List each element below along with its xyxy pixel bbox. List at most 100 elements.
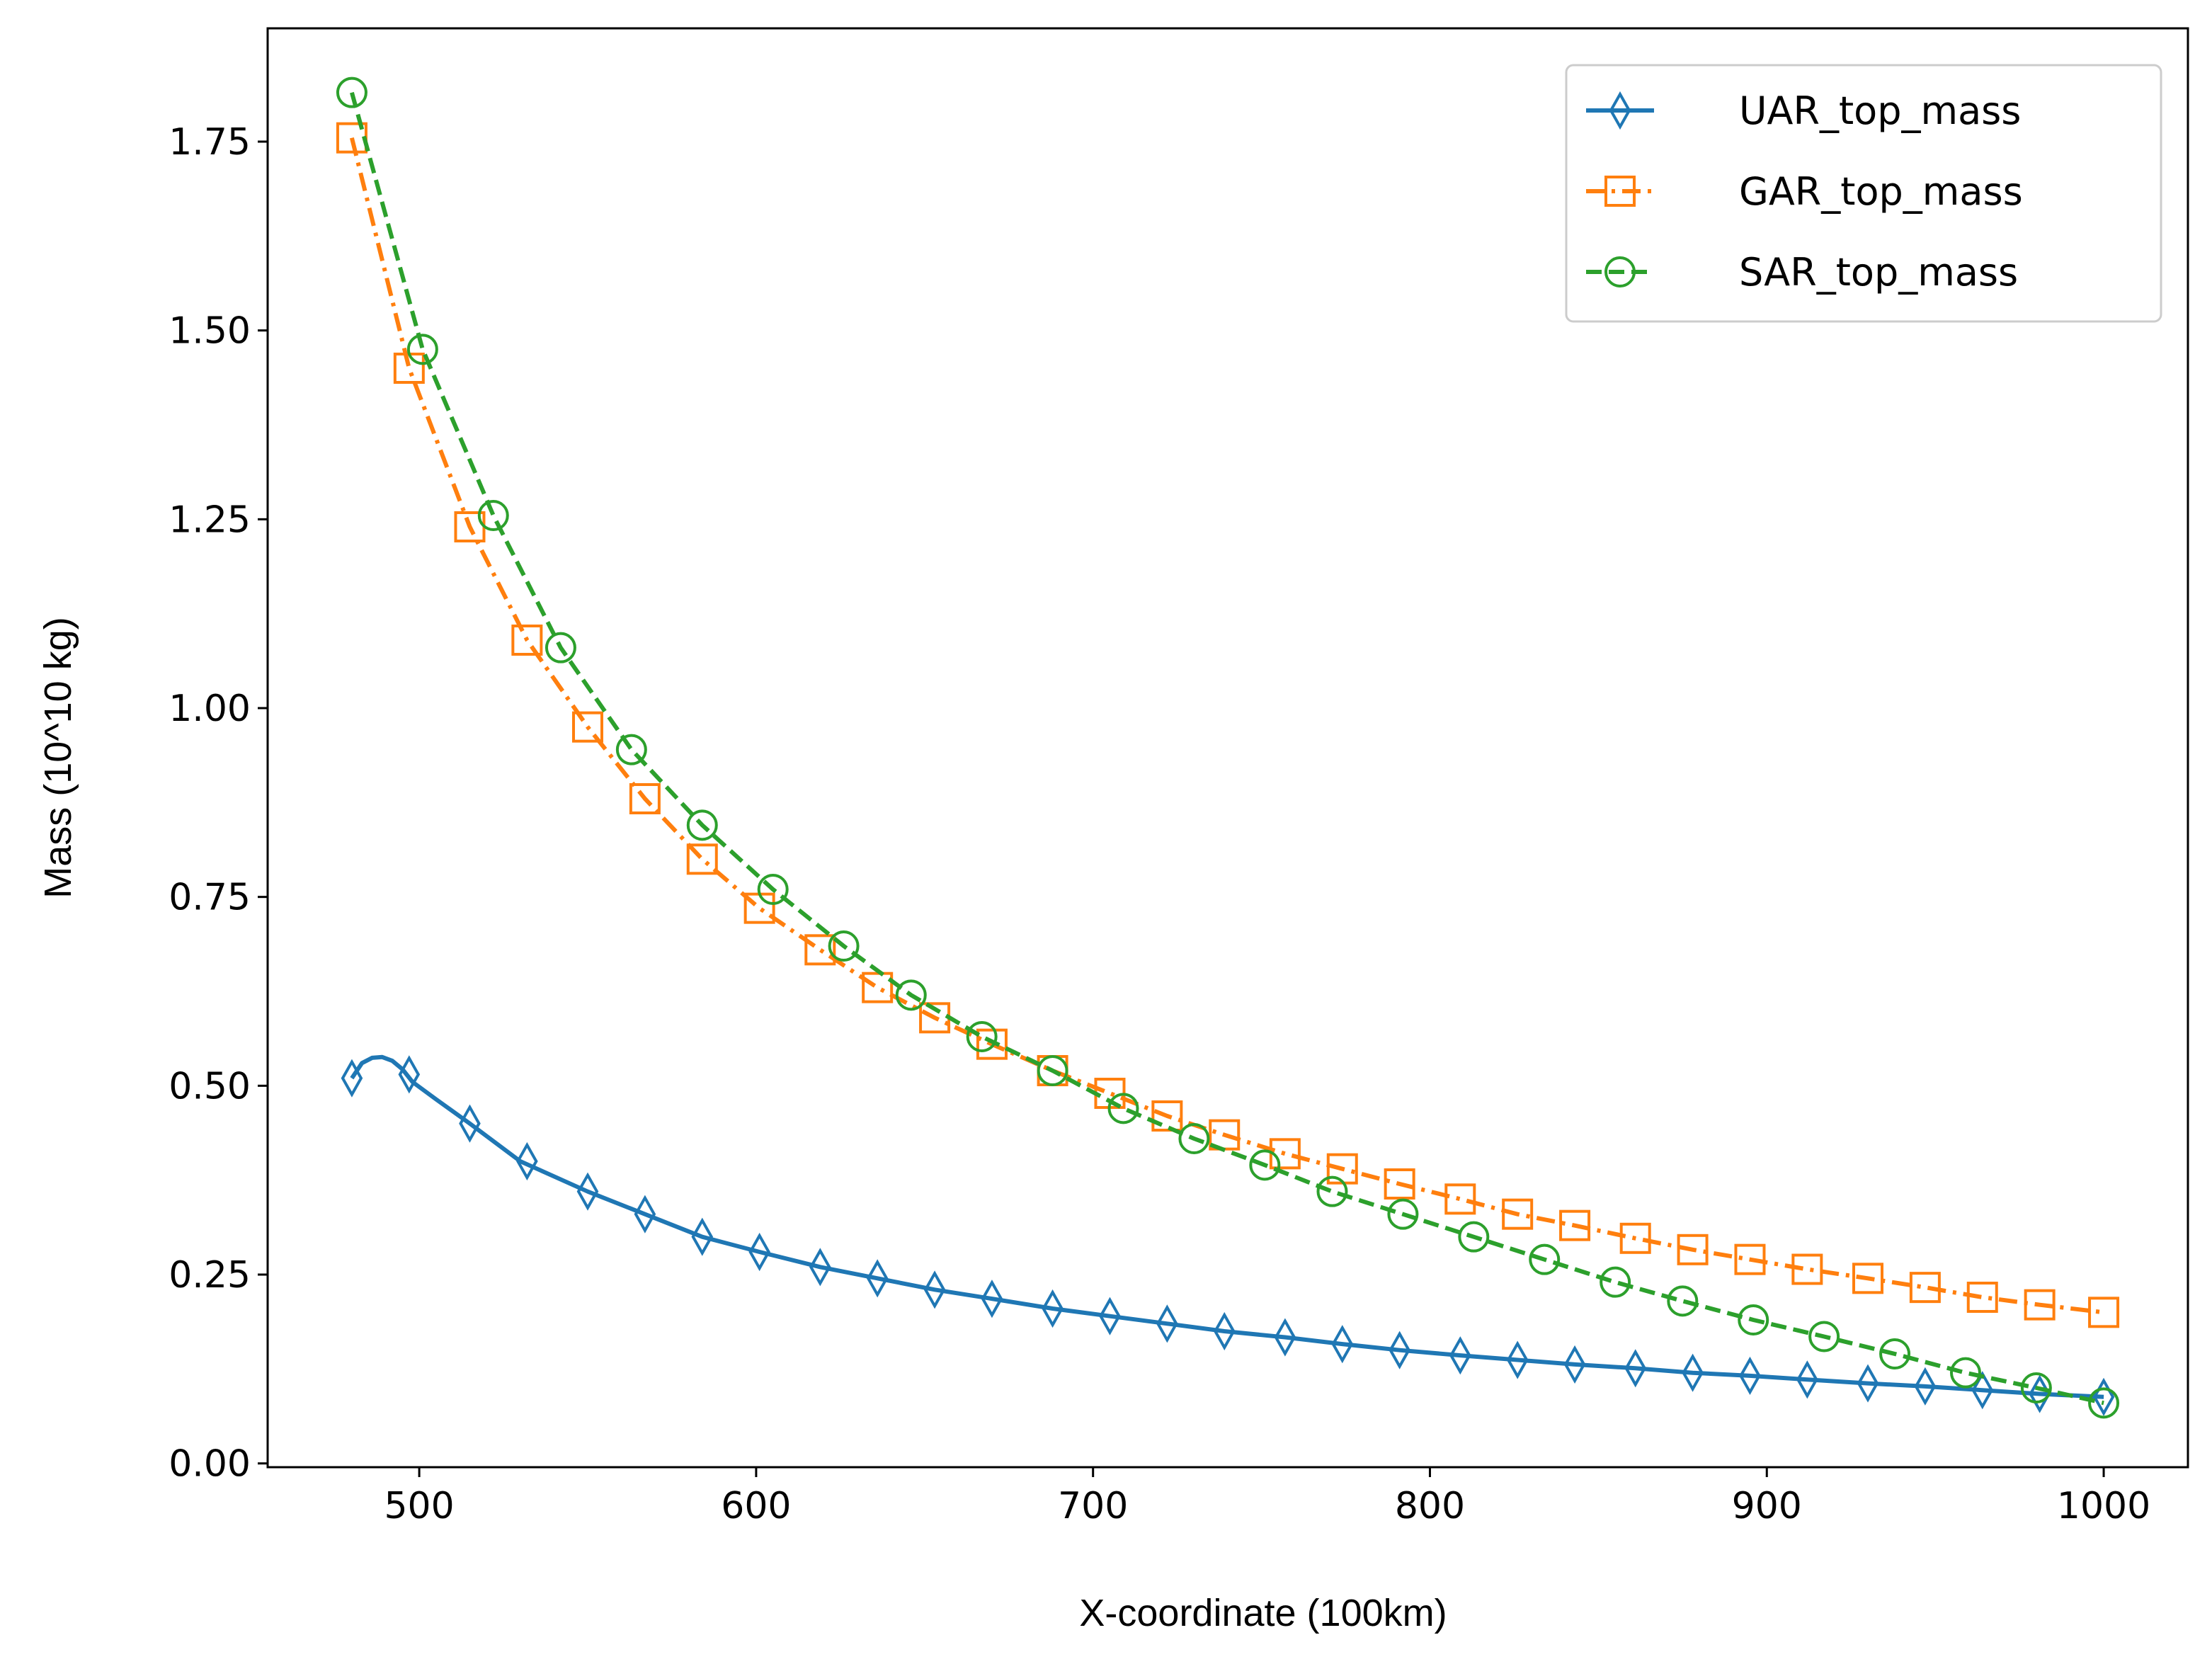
data-point [2088,1297,2120,1328]
legend-item: UAR_top_mass [1586,89,2021,133]
data-point [757,874,789,905]
legend-label: SAR_top_mass [1739,250,2018,295]
x-tick-label: 500 [384,1485,454,1527]
data-point [1156,1304,1178,1343]
legend-marker [1604,176,1636,207]
legend-marker [1609,91,1631,130]
data-point [1449,1336,1471,1375]
axes-frame [266,27,2189,1469]
series-line [349,137,2104,1315]
data-point [1037,1055,1068,1086]
data-point [341,1059,363,1098]
data-point [743,892,775,924]
data-point [1151,1100,1183,1132]
data-point [1316,1175,1348,1207]
data-point [477,500,509,531]
data-point [2024,1289,2056,1321]
data-point [511,625,543,656]
y-tick-label: 0.00 [169,1443,251,1486]
series-SAR_top_mass [336,76,2120,1419]
data-point [1857,1364,1879,1403]
data-point [545,632,576,663]
legend-item: GAR_top_mass [1586,169,2023,214]
data-point [398,1055,421,1094]
data-point [1099,1297,1121,1335]
y-tick-label: 1.50 [169,310,251,353]
data-point [576,1172,599,1211]
data-point [2088,1387,2120,1419]
data-point [2020,1372,2052,1403]
data-point [1331,1325,1354,1364]
data-point [895,979,927,1011]
data-point [406,334,438,365]
data-point [572,711,603,743]
data-point [1384,1168,1415,1200]
y-axis-title: Mass (10^10 kg) [37,617,79,899]
data-point [1909,1272,1941,1304]
data-point [862,972,894,1003]
data-point [1879,1338,1911,1369]
x-tick-label: 1000 [2057,1485,2150,1527]
x-tick-label: 900 [1732,1485,1802,1527]
data-point [629,783,661,814]
data-point [1914,1367,1937,1406]
data-point [1667,1285,1699,1317]
data-point [1249,1149,1281,1181]
data-point [1738,1304,1769,1335]
x-tick-label: 600 [721,1485,791,1527]
data-point [866,1259,889,1298]
y-tick-label: 1.25 [169,499,251,541]
data-point [634,1195,656,1234]
data-point [686,843,718,875]
data-point [809,1248,831,1287]
data-point [1506,1340,1529,1379]
data-point [516,1141,538,1181]
data-point [1677,1234,1709,1265]
data-point [828,930,860,962]
data-point [1796,1360,1818,1399]
data-point [748,1232,770,1272]
legend: UAR_top_mass GAR_top_mass SAR_top_mass [1565,64,2162,323]
data-point [615,734,647,765]
data-point [686,809,718,841]
data-point [976,1028,1008,1060]
legend-label: UAR_top_mass [1739,89,2021,133]
y-tick-label: 1.75 [169,121,251,164]
series-line [350,91,2104,1406]
data-point [1213,1311,1236,1351]
legend-item: SAR_top_mass [1586,250,2018,295]
data-point [1387,1198,1419,1230]
x-tick-label: 800 [1395,1485,1465,1527]
data-point [1682,1353,1704,1392]
data-point [1739,1356,1761,1395]
data-point [1624,1349,1647,1388]
data-point [393,353,425,384]
y-tick-label: 1.00 [169,688,251,730]
series-UAR_top_mass [341,1054,2115,1416]
data-point [1559,1209,1591,1241]
y-tick-label: 0.75 [169,877,251,919]
data-point [804,934,836,966]
y-tick-label: 0.50 [169,1065,251,1107]
data-point [691,1217,714,1256]
data-point [1852,1263,1883,1294]
legend-marker [1604,256,1636,287]
data-point [1458,1221,1490,1253]
y-tick-label: 0.25 [169,1254,251,1297]
data-point [1600,1266,1631,1298]
data-point [1563,1345,1586,1384]
data-point [1389,1331,1410,1369]
data-point [1042,1289,1064,1328]
data-point [1734,1243,1766,1275]
data-point [981,1280,1003,1318]
data-point [923,1270,946,1309]
data-point [1949,1357,1981,1389]
data-point [1619,1222,1651,1254]
data-point [336,76,367,108]
axes: 500 600 700 800 900 1000 0.00 0.25 0.50 0.75 1.00 1… [169,27,2189,1527]
data-point [1808,1321,1840,1352]
plot-area [336,76,2120,1419]
data-point [1529,1243,1561,1275]
